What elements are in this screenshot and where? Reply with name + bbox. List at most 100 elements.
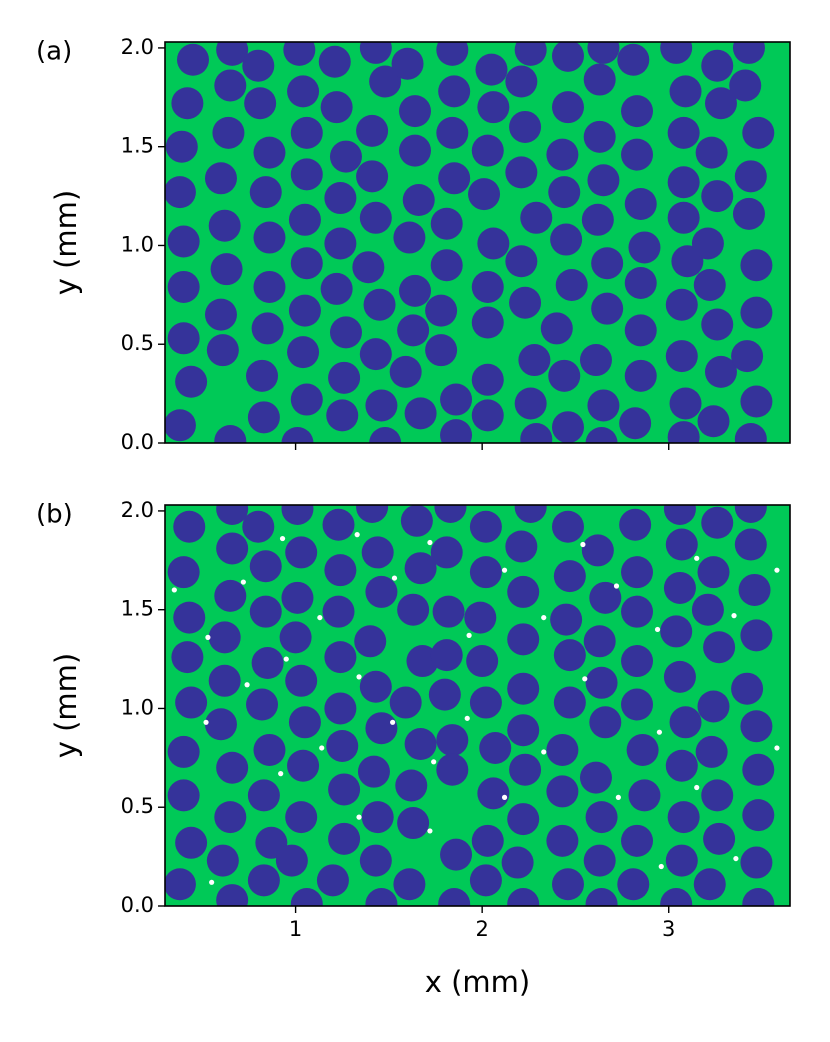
fiber: [585, 427, 618, 443]
fiber: [621, 824, 654, 857]
fiber: [399, 134, 431, 167]
fiber: [393, 868, 426, 901]
fiber: [406, 645, 439, 678]
fiber: [167, 735, 200, 768]
fiber: [581, 534, 614, 567]
fiber: [732, 197, 765, 230]
fiber: [290, 247, 323, 280]
fiber: [665, 288, 698, 321]
fiber: [320, 272, 353, 305]
fiber: [288, 706, 321, 739]
void: [240, 579, 246, 585]
y-tick-label: 2.0: [121, 498, 154, 522]
fiber: [477, 91, 510, 124]
fiber: [242, 510, 275, 543]
fiber: [430, 639, 463, 672]
fiber: [176, 43, 209, 76]
fiber: [507, 672, 540, 705]
fiber: [432, 595, 465, 628]
fiber: [469, 556, 502, 589]
fiber: [703, 822, 736, 855]
fiber: [283, 42, 316, 66]
y-axis-label: y (mm): [49, 190, 83, 296]
fiber: [324, 227, 357, 260]
fiber: [621, 138, 654, 171]
fiber: [663, 571, 696, 604]
void: [317, 614, 323, 621]
fiber: [514, 505, 547, 523]
fiber: [404, 397, 437, 430]
void: [613, 583, 620, 589]
fiber: [471, 306, 504, 339]
fiber: [477, 227, 510, 260]
fiber: [621, 95, 654, 128]
fiber: [359, 844, 392, 877]
fiber: [206, 334, 239, 367]
fiber: [589, 706, 622, 739]
fiber: [354, 625, 387, 658]
fiber: [704, 355, 737, 388]
fiber: [551, 411, 584, 443]
void: [203, 719, 209, 725]
fiber: [324, 182, 357, 215]
fiber: [626, 733, 659, 766]
y-tick-label: 0.0: [121, 893, 154, 917]
fiber: [438, 888, 471, 906]
fiber: [436, 724, 469, 757]
fiber: [214, 425, 247, 443]
fiber: [546, 733, 579, 766]
fiber: [695, 735, 728, 768]
plot-frame: [164, 41, 791, 444]
y-tick-label: 1.0: [121, 232, 154, 256]
y-tick-label: 0.0: [121, 430, 154, 454]
fiber: [583, 63, 616, 96]
fiber: [399, 274, 431, 307]
x-axis-label: x (mm): [425, 965, 531, 999]
fiber: [468, 178, 501, 211]
fiber: [507, 623, 540, 656]
fiber: [546, 138, 579, 171]
fiber: [518, 344, 551, 377]
void: [356, 814, 362, 820]
fiber: [404, 552, 437, 585]
fiber: [548, 359, 581, 392]
fiber: [247, 779, 280, 812]
void: [656, 729, 663, 735]
void: [466, 632, 472, 638]
fiber: [734, 160, 767, 193]
fiber: [667, 801, 700, 834]
fiber: [505, 65, 538, 98]
fiber: [425, 294, 458, 327]
fiber: [665, 528, 698, 561]
fiber: [167, 779, 200, 812]
fiber: [583, 120, 616, 153]
fiber: [290, 383, 323, 416]
fiber: [617, 868, 650, 901]
fiber: [691, 227, 724, 260]
fiber: [365, 712, 398, 745]
fiber: [701, 779, 734, 812]
fiber: [326, 399, 359, 432]
fiber: [246, 688, 279, 721]
fiber: [507, 803, 540, 836]
fiber: [551, 868, 584, 901]
fiber: [361, 536, 394, 569]
fiber: [175, 686, 208, 719]
fiber: [471, 134, 504, 167]
fiber: [389, 355, 422, 388]
y-tick-label: 1.0: [121, 695, 154, 719]
fiber: [397, 593, 430, 626]
fiber: [669, 387, 702, 420]
fiber: [290, 158, 323, 191]
void: [733, 855, 739, 862]
fiber: [660, 42, 693, 64]
void: [278, 771, 284, 777]
fiber: [361, 801, 394, 834]
fiber: [734, 423, 767, 443]
fiber: [548, 176, 581, 209]
void: [541, 749, 547, 755]
fiber: [550, 603, 583, 636]
fiber: [290, 116, 323, 149]
fiber: [208, 209, 241, 242]
